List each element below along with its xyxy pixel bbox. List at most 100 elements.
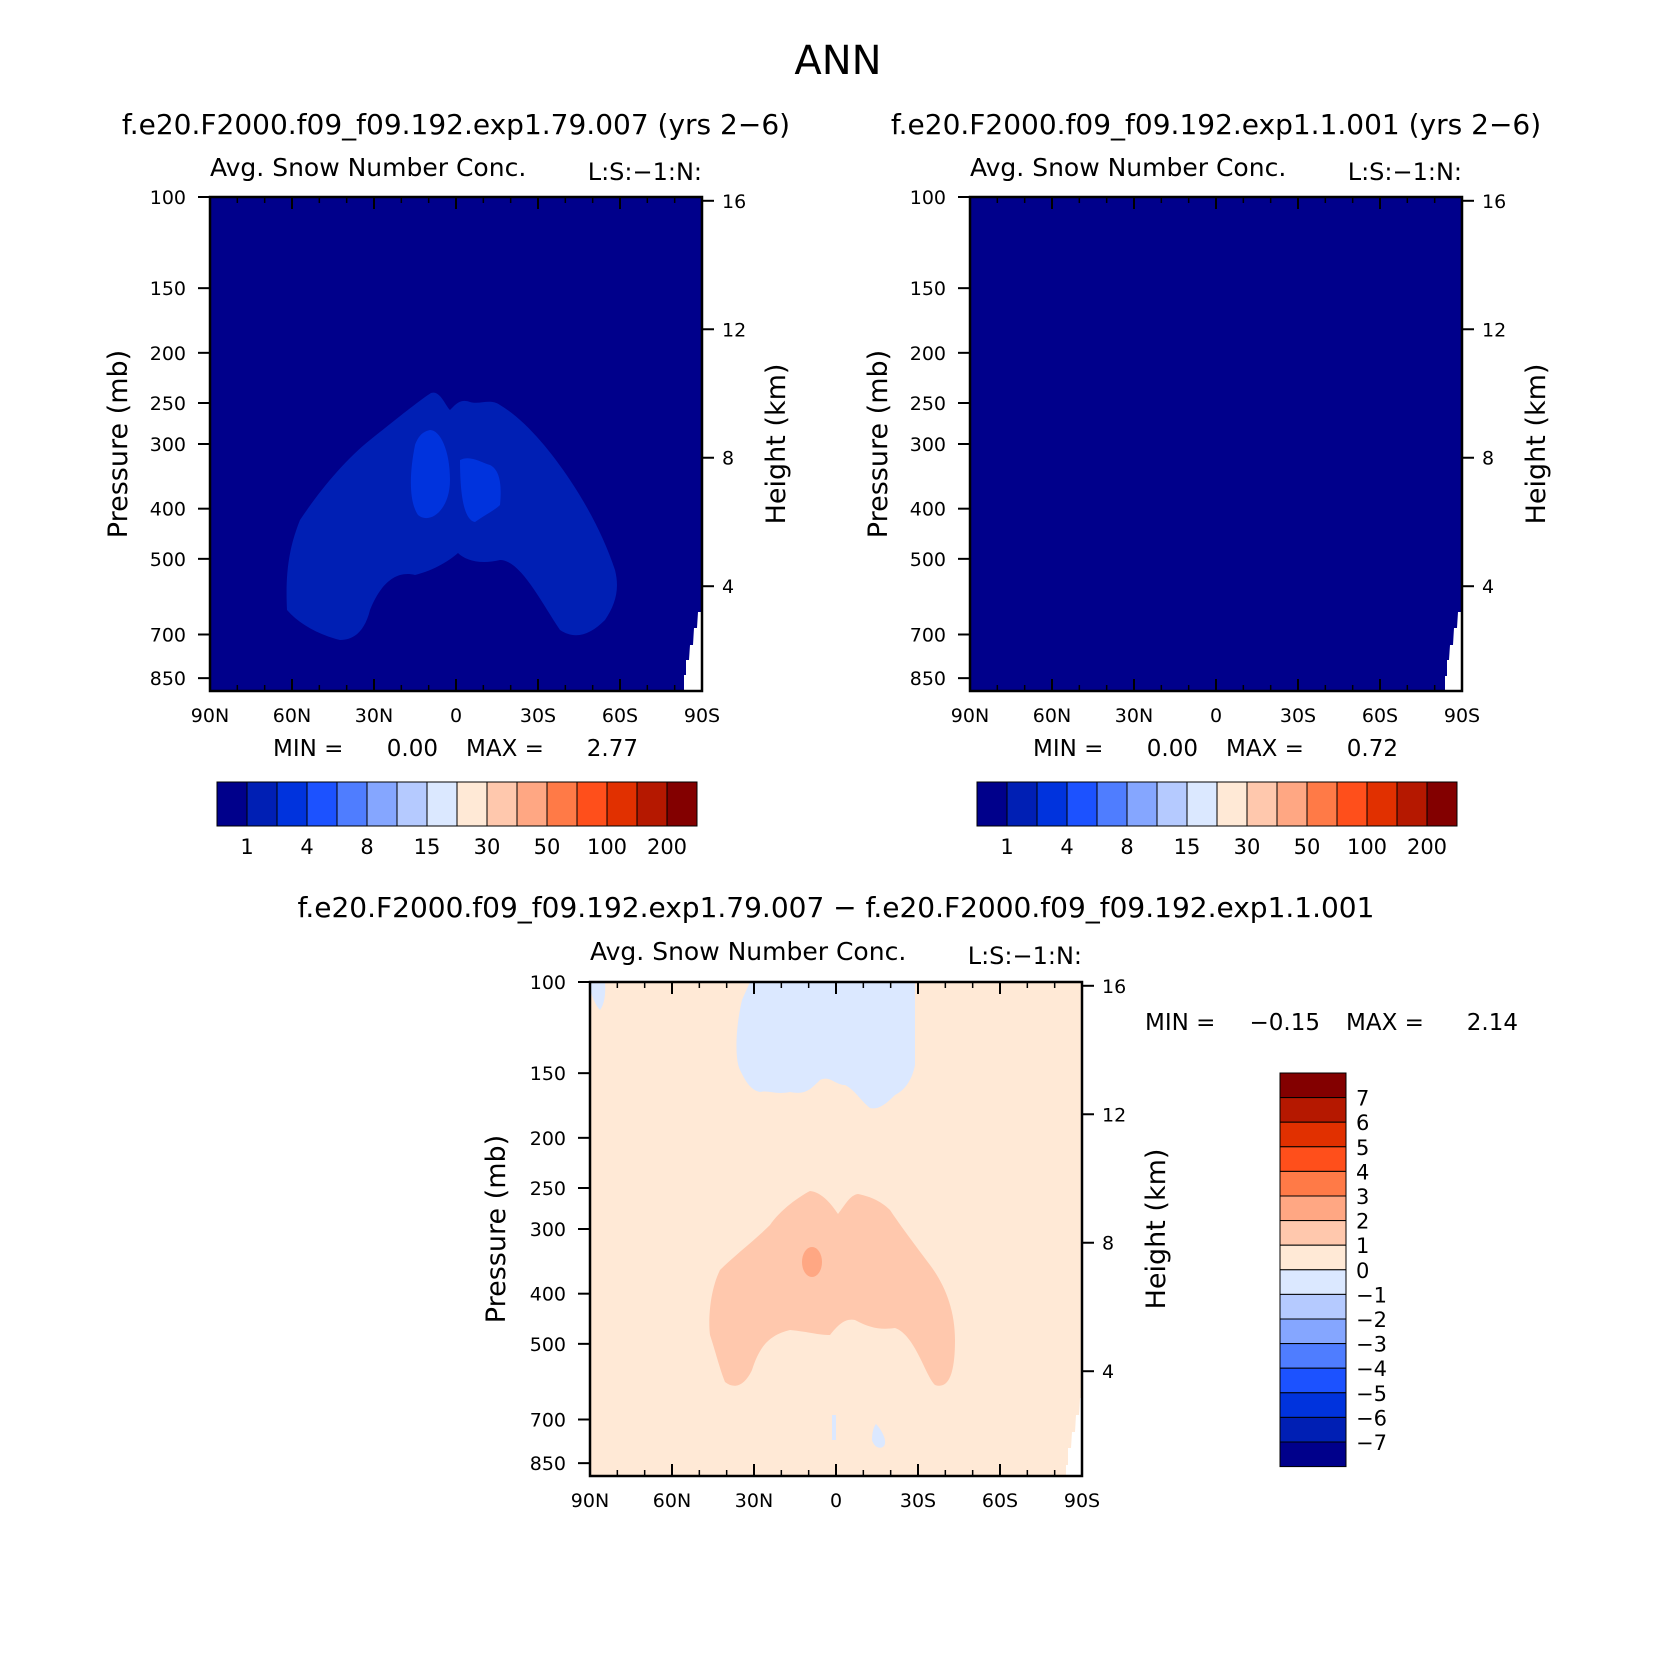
- colorbar-label-1: 1: [1356, 1234, 1369, 1258]
- y-tick-label-400: 400: [530, 1284, 566, 1306]
- colorbar-swatch: [1186, 781, 1218, 827]
- colorbar-swatch: [486, 781, 518, 827]
- x-tick-label-30n: 30N: [735, 1490, 773, 1512]
- colorbar-label-minus-7: −7: [1356, 1431, 1387, 1455]
- y-axis-label: Pressure (mb): [103, 350, 134, 538]
- y2-tick-label-4: 4: [1482, 576, 1494, 598]
- y-tick-label-150: 150: [150, 278, 186, 300]
- contour-level-2-left: [410, 430, 450, 519]
- x-tick-label-90s: 90S: [1444, 705, 1480, 727]
- y-tick-label-500: 500: [530, 1334, 566, 1356]
- panel-case-1: Avg. Snow Number Conc. L:S:−1:N: 90N 60N 3…: [103, 153, 792, 859]
- panel-title: Avg. Snow Number Conc.: [970, 153, 1286, 182]
- y2-tick-label-4: 4: [722, 576, 734, 598]
- max-label: MAX =: [466, 736, 544, 762]
- x-tick-label-90n: 90N: [951, 705, 989, 727]
- colorbar-swatch: [366, 781, 398, 827]
- colorbar-swatch: [1279, 1392, 1347, 1418]
- difference-title: f.e20.F2000.f09_f09.192.exp1.79.007 − f.…: [298, 891, 1375, 924]
- y-tick-label-700: 700: [530, 1409, 566, 1431]
- colorbar-label-30: 30: [1234, 835, 1261, 859]
- y-axis-label: Pressure (mb): [863, 350, 894, 538]
- colorbar-label-3: 3: [1356, 1185, 1369, 1209]
- min-label: MIN =: [1033, 736, 1103, 762]
- y-tick-label-100: 100: [910, 187, 946, 209]
- x-tick-label-0: 0: [450, 705, 462, 727]
- colorbar-swatch: [1006, 781, 1038, 827]
- axis-ticks: 90N 60N 30N 0 30S 60S 90S 100 150 200 250 300 400 500…: [910, 187, 1506, 727]
- y2-axis-label: Height (km): [1141, 1149, 1172, 1310]
- contour-level-2: [802, 1247, 822, 1277]
- x-tick-label-60n: 60N: [1033, 705, 1071, 727]
- contour-negative-edge: [590, 982, 606, 1010]
- colorbar-label-minus-5: −5: [1356, 1382, 1387, 1406]
- colorbar-swatch: [1279, 1343, 1347, 1369]
- contour-level-1: [286, 392, 617, 640]
- x-tick-label-60n: 60N: [273, 705, 311, 727]
- y2-tick-label-16: 16: [1102, 976, 1126, 998]
- x-tick-label-0: 0: [1210, 705, 1222, 727]
- colorbar-swatch: [1279, 1220, 1347, 1246]
- colorbar-swatch: [456, 781, 488, 827]
- colorbar-swatch: [1156, 781, 1188, 827]
- max-value: 0.72: [1347, 736, 1398, 762]
- x-tick-label-90n: 90N: [191, 705, 229, 727]
- colorbar-swatch: [976, 781, 1008, 827]
- panel-tag: L:S:−1:N:: [1348, 158, 1462, 186]
- colorbar-swatch: [576, 781, 608, 827]
- case-title-right: f.e20.F2000.f09_f09.192.exp1.1.001 (yrs …: [891, 108, 1541, 141]
- colorbar-swatch: [1279, 1146, 1347, 1172]
- x-tick-label-60s: 60S: [982, 1490, 1018, 1512]
- y-tick-label-400: 400: [150, 499, 186, 521]
- colorbar: 1 4 8 15 30 50 100 200: [216, 781, 698, 859]
- y2-tick-label-12: 12: [1102, 1104, 1126, 1126]
- contour-level-1: [709, 1191, 955, 1386]
- y2-tick-label-12: 12: [722, 319, 746, 341]
- colorbar-swatch: [426, 781, 458, 827]
- colorbar-swatch: [1096, 781, 1128, 827]
- colorbar-swatch: [1036, 781, 1068, 827]
- colorbar-swatch: [1396, 781, 1428, 827]
- y-axis-label: Pressure (mb): [481, 1135, 512, 1323]
- contour-negative-upper: [736, 982, 915, 1109]
- colorbar-swatch: [1279, 1416, 1347, 1443]
- colorbar-swatch: [1279, 1195, 1347, 1222]
- panel-title: Avg. Snow Number Conc.: [590, 937, 906, 966]
- max-label: MAX =: [1226, 736, 1304, 762]
- colorbar-label-50: 50: [534, 835, 561, 859]
- colorbar-label-1: 1: [240, 835, 253, 859]
- figure-title: ANN: [794, 38, 881, 84]
- panel-difference: Avg. Snow Number Conc. L:S:−1:N: 90N 60N 3…: [481, 937, 1518, 1512]
- colorbar-swatch: [1279, 1072, 1347, 1099]
- y-tick-label-300: 300: [150, 434, 186, 456]
- colorbar-label-50: 50: [1294, 835, 1321, 859]
- colorbar-label-5: 5: [1356, 1136, 1369, 1160]
- y-tick-label-850: 850: [910, 668, 946, 690]
- colorbar-swatch: [1279, 1318, 1347, 1345]
- colorbar-swatch: [1279, 1170, 1347, 1197]
- contour-field: [210, 197, 702, 691]
- missing-data-region: [1445, 612, 1462, 691]
- y-tick-label-250: 250: [150, 393, 186, 415]
- x-tick-label-0: 0: [830, 1490, 842, 1512]
- colorbar-label-6: 6: [1356, 1111, 1369, 1135]
- x-tick-label-60n: 60N: [653, 1490, 691, 1512]
- colorbar-swatch: [1246, 781, 1278, 827]
- y-tick-label-850: 850: [150, 668, 186, 690]
- colorbar-swatch: [1126, 781, 1158, 827]
- y2-tick-label-8: 8: [722, 448, 734, 470]
- colorbar-swatch: [1426, 781, 1458, 827]
- colorbar-label-minus-4: −4: [1356, 1357, 1387, 1381]
- colorbar-label-15: 15: [414, 835, 441, 859]
- y-tick-label-250: 250: [530, 1178, 566, 1200]
- y2-axis-label: Height (km): [1521, 364, 1552, 525]
- x-tick-label-30n: 30N: [355, 705, 393, 727]
- colorbar-swatch: [1306, 781, 1338, 827]
- y-tick-label-300: 300: [530, 1219, 566, 1241]
- y-tick-label-700: 700: [910, 624, 946, 646]
- colorbar-swatch: [336, 781, 368, 827]
- min-label: MIN =: [273, 736, 343, 762]
- y-tick-label-150: 150: [530, 1063, 566, 1085]
- colorbar-label-200: 200: [1407, 835, 1447, 859]
